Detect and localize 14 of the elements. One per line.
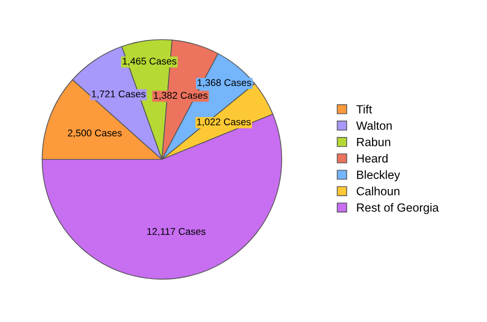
legend-label: Walton: [356, 121, 392, 130]
legend-label: Calhoun: [356, 186, 400, 196]
data-label: 2,500 Cases: [68, 130, 122, 138]
data-label: 1,382 Cases: [154, 92, 208, 100]
data-label: 1,022 Cases: [197, 118, 251, 126]
legend-label: Heard: [357, 154, 388, 163]
data-label: 1,721 Cases: [92, 90, 146, 99]
legend-label: Rest of Georgia: [357, 203, 439, 214]
data-label: 1,465 Cases: [122, 58, 176, 66]
data-label: 12,117 Cases: [147, 228, 206, 236]
legend-label: Rabun: [357, 138, 390, 146]
data-label: 1,368 Cases: [198, 79, 252, 88]
legend-label: Tift: [356, 104, 372, 114]
legend-label: Bleckley: [357, 170, 400, 182]
